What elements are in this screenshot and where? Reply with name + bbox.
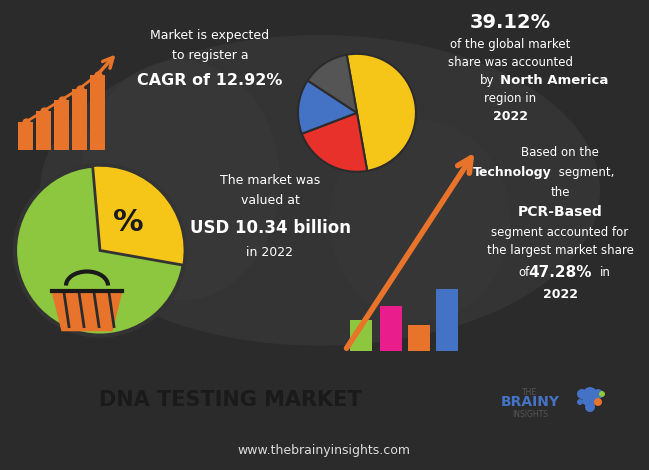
Text: 2022: 2022 [493, 110, 528, 123]
Text: DNA TESTING MARKET: DNA TESTING MARKET [99, 390, 361, 410]
Polygon shape [52, 290, 122, 330]
Text: by: by [480, 74, 495, 86]
Text: www.thebrainyinsights.com: www.thebrainyinsights.com [238, 444, 411, 456]
Circle shape [582, 397, 590, 405]
Bar [350, 320, 372, 351]
Circle shape [593, 389, 603, 399]
Text: region in: region in [484, 92, 536, 105]
Text: Technology: Technology [473, 166, 552, 179]
Bar [408, 325, 430, 351]
Text: of: of [518, 266, 529, 279]
Text: share was accounted: share was accounted [448, 55, 572, 69]
Circle shape [15, 165, 185, 336]
Ellipse shape [40, 35, 600, 345]
Circle shape [590, 397, 598, 405]
Text: %: % [113, 208, 143, 237]
Text: 47.28%: 47.28% [528, 265, 592, 280]
Wedge shape [298, 80, 357, 134]
Bar [72, 88, 87, 150]
Bar [380, 306, 402, 351]
Text: the: the [550, 186, 570, 199]
Ellipse shape [330, 120, 510, 321]
Bar [90, 75, 105, 150]
Text: the largest market share: the largest market share [487, 244, 633, 257]
Bar [436, 289, 458, 351]
Text: The market was: The market was [220, 174, 320, 187]
Circle shape [583, 387, 597, 401]
Text: 2022: 2022 [543, 288, 578, 301]
Text: valued at: valued at [241, 194, 299, 207]
Text: segment,: segment, [555, 166, 615, 179]
Text: segment accounted for: segment accounted for [491, 226, 629, 239]
Text: THE: THE [522, 387, 537, 397]
Text: USD 10.34 billion: USD 10.34 billion [190, 219, 350, 237]
Text: CAGR of 12.92%: CAGR of 12.92% [138, 73, 283, 87]
Wedge shape [93, 165, 185, 265]
Text: of the global market: of the global market [450, 38, 570, 51]
Wedge shape [308, 55, 357, 113]
Text: BRAINY: BRAINY [500, 395, 559, 409]
Circle shape [599, 391, 605, 397]
Wedge shape [347, 54, 416, 171]
Text: to register a: to register a [172, 48, 249, 62]
Circle shape [577, 399, 583, 405]
Bar [18, 122, 33, 150]
Text: Based on the: Based on the [521, 146, 599, 159]
Bar [36, 111, 51, 150]
Text: 39.12%: 39.12% [469, 13, 550, 31]
Wedge shape [302, 113, 367, 172]
Circle shape [585, 402, 595, 412]
Bar [54, 100, 69, 150]
Text: Market is expected: Market is expected [151, 29, 269, 41]
Ellipse shape [80, 60, 280, 300]
Text: in: in [600, 266, 611, 279]
Circle shape [594, 398, 602, 406]
Text: in 2022: in 2022 [247, 246, 293, 259]
Text: PCR-Based: PCR-Based [518, 205, 602, 219]
Text: INSIGHTS: INSIGHTS [512, 409, 548, 419]
Circle shape [577, 389, 587, 399]
Text: North America: North America [500, 74, 608, 86]
